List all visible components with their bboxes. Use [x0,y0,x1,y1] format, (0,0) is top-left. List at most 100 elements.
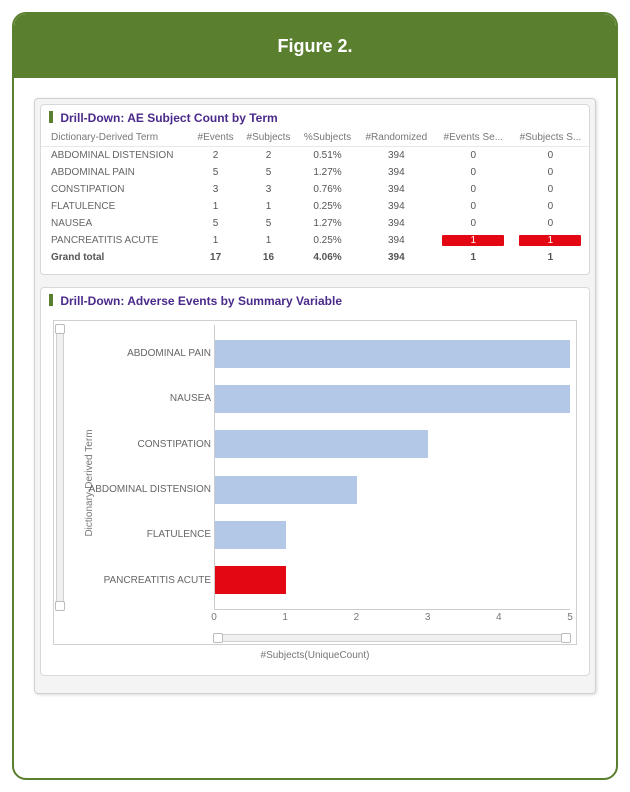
table-cell: 0 [512,181,589,198]
table-title: Drill-Down: AE Subject Count by Term [41,105,589,129]
x-tick: 4 [496,612,502,623]
table-cell: 394 [358,181,435,198]
table-row[interactable]: ABDOMINAL PAIN551.27%39400 [41,164,589,181]
x-slider-handle-right[interactable] [561,633,571,643]
table-section: Drill-Down: AE Subject Count by Term Dic… [40,104,590,275]
table-column-header[interactable]: #Events Se... [435,129,512,147]
table-cell: 394 [358,198,435,215]
table-cell: ABDOMINAL PAIN [41,164,191,181]
table-column-header[interactable]: %Subjects [297,129,358,147]
x-tick: 5 [567,612,573,623]
y-slider-handle-top[interactable] [55,324,65,334]
bar[interactable] [215,340,570,368]
chart-section: Drill-Down: Adverse Events by Summary Va… [40,287,590,676]
bar-row[interactable]: ABDOMINAL PAIN [215,338,570,370]
table-cell: 394 [358,215,435,232]
table-cell: ABDOMINAL DISTENSION [41,147,191,165]
table-cell: Grand total [41,249,191,266]
bar-row[interactable]: NAUSEA [215,383,570,415]
table-cell: 0 [435,181,512,198]
table-cell: 1 [191,232,240,249]
table-cell: 3 [191,181,240,198]
table-column-header[interactable]: #Subjects S... [512,129,589,147]
content-area: Drill-Down: AE Subject Count by Term Dic… [14,78,616,704]
bar-label: NAUSEA [65,393,211,404]
table-row[interactable]: CONSTIPATION330.76%39400 [41,181,589,198]
bar-row[interactable]: FLATULENCE [215,519,570,551]
table-cell: 0 [512,164,589,181]
table-cell: NAUSEA [41,215,191,232]
bar-row[interactable]: CONSTIPATION [215,428,570,460]
app-panel: Drill-Down: AE Subject Count by Term Dic… [34,98,596,694]
bar[interactable] [215,385,570,413]
x-range-slider[interactable] [214,634,570,642]
table-cell: 394 [358,249,435,266]
chart-wrap: Dictionary-Derived Term ABDOMINAL PAINNA… [41,312,589,667]
y-slider-handle-bottom[interactable] [55,601,65,611]
title-bar-icon [49,111,53,123]
table-cell: 5 [240,164,297,181]
bar[interactable] [215,566,286,594]
table-cell: 5 [240,215,297,232]
figure-title: Figure 2. [277,36,352,57]
table-row[interactable]: PANCREATITIS ACUTE110.25%39411 [41,232,589,249]
table-cell: 1 [435,232,512,249]
figure-header: Figure 2. [14,14,616,78]
table-cell: 0 [512,147,589,165]
x-axis-label: #Subjects(UniqueCount) [53,650,577,661]
table-row[interactable]: FLATULENCE110.25%39400 [41,198,589,215]
plot-inner: ABDOMINAL PAIN NAUSEA CONSTIPATION ABDOMINA… [214,325,570,610]
title-bar-icon [49,294,53,306]
bar[interactable] [215,430,428,458]
x-tick: 0 [211,612,217,623]
table-cell: 1.27% [297,164,358,181]
x-ticks: 012345 [214,612,570,626]
table-body: ABDOMINAL DISTENSION220.51%39400ABDOMINA… [41,147,589,267]
table-cell: 0.51% [297,147,358,165]
x-tick: 3 [425,612,431,623]
bar-label: PANCREATITIS ACUTE [65,575,211,586]
bar-label: FLATULENCE [65,529,211,540]
table-cell: 394 [358,164,435,181]
bar-label: ABDOMINAL PAIN [65,348,211,359]
table-cell: 0 [435,215,512,232]
table-cell: 1 [240,232,297,249]
table-cell: 394 [358,232,435,249]
table-column-header[interactable]: #Randomized [358,129,435,147]
bar-row[interactable]: PANCREATITIS ACUTE [215,564,570,596]
table-cell: 0.25% [297,232,358,249]
bars-container: ABDOMINAL PAIN NAUSEA CONSTIPATION ABDOMINA… [215,325,570,609]
table-cell: 0.25% [297,198,358,215]
table-column-header[interactable]: Dictionary-Derived Term [41,129,191,147]
table-cell: 0.76% [297,181,358,198]
table-column-header[interactable]: #Subjects [240,129,297,147]
table-cell: 2 [240,147,297,165]
table-cell: 17 [191,249,240,266]
y-range-slider[interactable] [56,325,64,610]
table-cell: 1 [240,198,297,215]
table-cell: 0 [435,164,512,181]
table-cell: 394 [358,147,435,165]
table-cell: 1 [435,249,512,266]
x-tick: 1 [282,612,288,623]
table-row[interactable]: NAUSEA551.27%39400 [41,215,589,232]
chart-title-text: Drill-Down: Adverse Events by Summary Va… [60,294,342,308]
table-title-text: Drill-Down: AE Subject Count by Term [60,111,277,125]
bar[interactable] [215,521,286,549]
table-cell: 16 [240,249,297,266]
bar[interactable] [215,476,357,504]
table-row[interactable]: ABDOMINAL DISTENSION220.51%39400 [41,147,589,165]
bar-row[interactable]: ABDOMINAL DISTENSION [215,474,570,506]
x-slider-handle-left[interactable] [213,633,223,643]
table-column-header[interactable]: #Events [191,129,240,147]
bar-label: ABDOMINAL DISTENSION [65,484,211,495]
table-cell: 0 [435,147,512,165]
table-cell: 3 [240,181,297,198]
table-cell: 1 [191,198,240,215]
ae-table: Dictionary-Derived Term#Events#Subjects%… [41,129,589,266]
table-cell: 2 [191,147,240,165]
table-cell: 1.27% [297,215,358,232]
table-cell: 0 [512,198,589,215]
chart-title: Drill-Down: Adverse Events by Summary Va… [41,288,589,312]
table-cell: 1 [512,249,589,266]
